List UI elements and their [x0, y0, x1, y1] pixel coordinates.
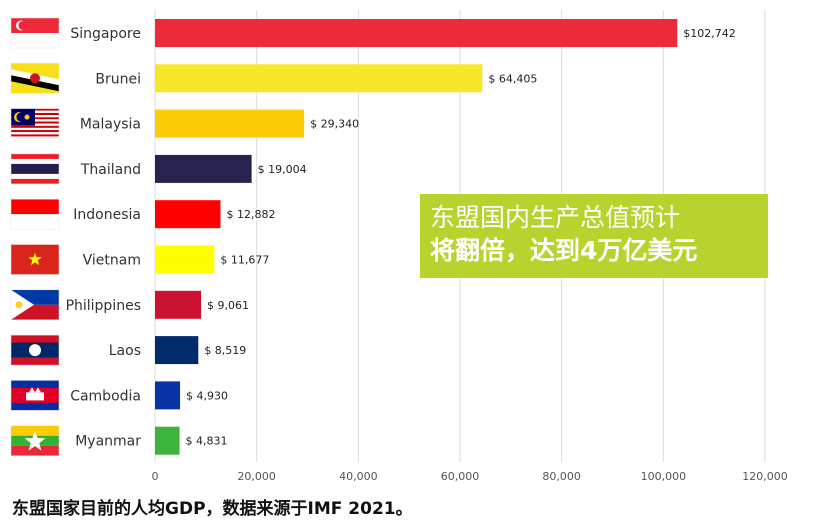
value-label: $ 19,004	[258, 163, 307, 176]
category-label: Myanmar	[75, 434, 141, 450]
callout-line-2: 将翻倍，达到4万亿美元	[430, 236, 698, 265]
value-label: $102,742	[683, 27, 736, 40]
bar	[155, 200, 221, 229]
cambodia-flag-icon	[10, 380, 60, 411]
myanmar-flag-icon	[10, 425, 60, 456]
category-label: Indonesia	[73, 207, 141, 223]
vietnam-flag-icon	[10, 244, 60, 275]
x-tick-label: 60,000	[441, 470, 480, 483]
bar	[155, 426, 180, 455]
callout-box: 东盟国内生产总值预计 将翻倍，达到4万亿美元	[420, 194, 768, 278]
bar	[155, 290, 202, 319]
singapore-flag-icon	[10, 17, 60, 49]
bar	[155, 245, 215, 274]
x-tick-label: 0	[152, 470, 159, 483]
bar	[155, 109, 305, 138]
bar	[155, 381, 181, 410]
indonesia-flag-icon	[10, 198, 60, 230]
value-label: $ 29,340	[310, 118, 359, 131]
bar	[155, 154, 252, 183]
category-label: Thailand	[80, 162, 141, 178]
x-tick-label: 20,000	[237, 470, 276, 483]
label-layer: $102,742 Singapore $ 64,405 Brunei $ 29,340 M…	[66, 26, 736, 450]
bar	[155, 19, 678, 47]
x-tick-label: 40,000	[339, 470, 378, 483]
value-label: $ 4,831	[186, 435, 228, 448]
category-label: Laos	[109, 343, 141, 359]
thailand-flag-icon	[10, 153, 60, 185]
category-label: Brunei	[95, 71, 141, 87]
malaysia-flag-icon	[10, 108, 60, 139]
category-label: Philippines	[66, 298, 141, 314]
bar	[155, 336, 199, 365]
flag-layer	[10, 17, 60, 456]
x-tick-label: 100,000	[641, 470, 687, 483]
category-label: Malaysia	[80, 117, 141, 133]
value-label: $ 4,930	[186, 389, 228, 402]
laos-flag-icon	[10, 334, 60, 366]
category-label: Cambodia	[70, 388, 141, 404]
category-label: Singapore	[70, 26, 141, 42]
value-label: $ 9,061	[207, 299, 249, 312]
bar	[155, 64, 483, 93]
bar-layer	[155, 19, 678, 455]
brunei-flag-icon	[10, 63, 60, 94]
callout-line-1: 东盟国内生产总值预计	[430, 203, 681, 232]
value-label: $ 64,405	[488, 72, 537, 85]
value-label: $ 12,882	[226, 208, 275, 221]
x-tick-label: 80,000	[542, 470, 581, 483]
x-tick-label: 120,000	[742, 470, 788, 483]
value-label: $ 8,519	[204, 344, 246, 357]
value-label: $ 11,677	[220, 254, 269, 267]
chart-caption: 东盟国家目前的人均GDP，数据来源于IMF 2021。	[12, 499, 413, 519]
philippines-flag-icon	[10, 289, 60, 321]
category-label: Vietnam	[83, 253, 141, 269]
tick-layer: 0 20,000 40,000 60,000 80,000 100,000 120,000	[152, 470, 788, 483]
